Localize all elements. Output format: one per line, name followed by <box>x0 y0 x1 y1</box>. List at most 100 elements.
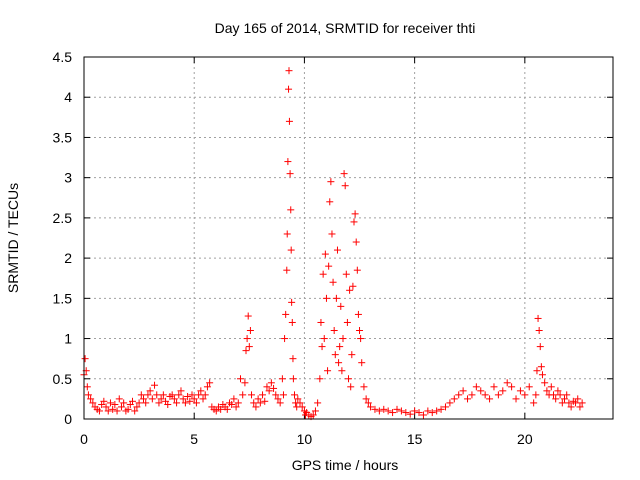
data-point <box>281 335 289 343</box>
y-tick-label: 1.5 <box>53 290 73 306</box>
x-tick-label: 15 <box>407 431 423 447</box>
data-point <box>228 401 236 409</box>
data-point <box>341 182 349 190</box>
data-point <box>89 399 97 407</box>
data-point <box>148 395 156 403</box>
data-point <box>254 395 262 403</box>
data-point <box>104 407 112 415</box>
data-point <box>516 387 524 395</box>
data-point <box>230 395 238 403</box>
data-point <box>84 391 92 399</box>
data-point <box>428 409 436 417</box>
data-point <box>128 397 136 405</box>
data-point <box>578 399 586 407</box>
x-tick-label: 0 <box>80 431 88 447</box>
data-point <box>468 391 476 399</box>
data-point <box>120 399 128 407</box>
data-point <box>289 355 297 363</box>
x-axis-label: GPS time / hours <box>292 457 399 473</box>
data-point <box>419 411 427 419</box>
data-point <box>330 327 338 335</box>
data-point <box>331 351 339 359</box>
data-point <box>81 355 89 363</box>
data-point <box>343 318 351 326</box>
data-point <box>321 250 329 258</box>
data-point <box>472 383 480 391</box>
data-point <box>534 314 542 322</box>
data-point <box>201 391 209 399</box>
data-point <box>503 379 511 387</box>
data-point <box>437 405 445 413</box>
data-point <box>556 391 564 399</box>
data-point <box>113 407 121 415</box>
x-tick-label: 20 <box>517 431 533 447</box>
data-point <box>574 395 582 403</box>
data-point <box>536 343 544 351</box>
data-point <box>320 335 328 343</box>
data-point <box>348 351 356 359</box>
data-point <box>316 375 324 383</box>
data-point <box>217 405 225 413</box>
data-point <box>325 262 333 270</box>
chart-title: Day 165 of 2014, SRMTID for receiver tht… <box>215 20 476 36</box>
data-point <box>155 399 163 407</box>
y-tick-label: 3 <box>64 170 72 186</box>
y-tick-label: 3.5 <box>53 129 73 145</box>
x-tick-label: 5 <box>190 431 198 447</box>
data-point <box>317 318 325 326</box>
data-point <box>362 395 370 403</box>
data-point <box>298 403 306 411</box>
data-points <box>80 67 586 421</box>
data-point <box>284 158 292 166</box>
data-point <box>274 395 282 403</box>
data-point <box>350 218 358 226</box>
y-axis-label: SRMTID / TECUs <box>5 183 21 293</box>
data-point <box>380 405 388 413</box>
data-point <box>190 395 198 403</box>
data-point <box>411 407 419 415</box>
data-point <box>349 282 357 290</box>
data-point <box>232 403 240 411</box>
data-point <box>537 363 545 371</box>
data-point <box>111 401 119 409</box>
data-point <box>397 407 405 415</box>
data-point <box>244 312 252 320</box>
data-point <box>157 395 165 403</box>
data-point <box>477 387 485 395</box>
data-point <box>322 294 330 302</box>
data-point <box>151 381 159 389</box>
data-point <box>532 391 540 399</box>
data-point <box>576 403 584 411</box>
data-point <box>319 270 327 278</box>
y-tick-label: 2 <box>64 250 72 266</box>
data-point <box>389 409 397 417</box>
data-point <box>567 403 575 411</box>
data-point <box>288 298 296 306</box>
data-point <box>572 399 580 407</box>
data-point <box>177 387 185 395</box>
y-tick-label: 4.5 <box>53 49 73 65</box>
data-point <box>481 391 489 399</box>
data-point <box>140 395 148 403</box>
data-point <box>333 246 341 254</box>
plot-frame <box>83 56 614 420</box>
data-point <box>345 375 352 383</box>
data-point <box>327 178 335 186</box>
data-point <box>371 405 379 413</box>
data-point <box>339 335 347 343</box>
data-point <box>486 395 494 403</box>
data-point <box>115 395 123 403</box>
data-point <box>236 375 244 383</box>
data-point <box>173 399 181 407</box>
data-point <box>375 407 383 415</box>
data-point <box>356 327 364 335</box>
data-point <box>446 399 454 407</box>
data-point <box>106 399 114 407</box>
data-point <box>415 409 423 417</box>
data-point <box>353 266 361 274</box>
data-point <box>563 391 571 399</box>
data-point <box>142 399 150 407</box>
data-point <box>278 375 286 383</box>
data-point <box>170 395 178 403</box>
data-point <box>250 399 258 407</box>
